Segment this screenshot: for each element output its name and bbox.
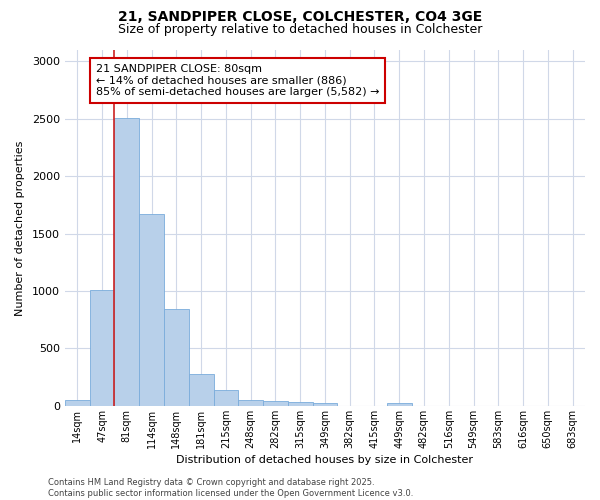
Text: 21, SANDPIPER CLOSE, COLCHESTER, CO4 3GE: 21, SANDPIPER CLOSE, COLCHESTER, CO4 3GE: [118, 10, 482, 24]
Bar: [263, 400, 288, 406]
Bar: [238, 400, 263, 406]
Text: 21 SANDPIPER CLOSE: 80sqm
← 14% of detached houses are smaller (886)
85% of semi: 21 SANDPIPER CLOSE: 80sqm ← 14% of detac…: [96, 64, 379, 97]
Text: Contains HM Land Registry data © Crown copyright and database right 2025.
Contai: Contains HM Land Registry data © Crown c…: [48, 478, 413, 498]
Bar: [189, 374, 214, 406]
Bar: [139, 214, 164, 406]
Text: Size of property relative to detached houses in Colchester: Size of property relative to detached ho…: [118, 22, 482, 36]
Bar: [288, 402, 313, 406]
Bar: [164, 310, 189, 406]
Bar: [65, 400, 89, 406]
Bar: [214, 390, 238, 406]
X-axis label: Distribution of detached houses by size in Colchester: Distribution of detached houses by size …: [176, 455, 473, 465]
Bar: [115, 118, 139, 406]
Y-axis label: Number of detached properties: Number of detached properties: [15, 140, 25, 316]
Bar: [313, 403, 337, 406]
Bar: [89, 290, 115, 406]
Bar: [387, 404, 412, 406]
